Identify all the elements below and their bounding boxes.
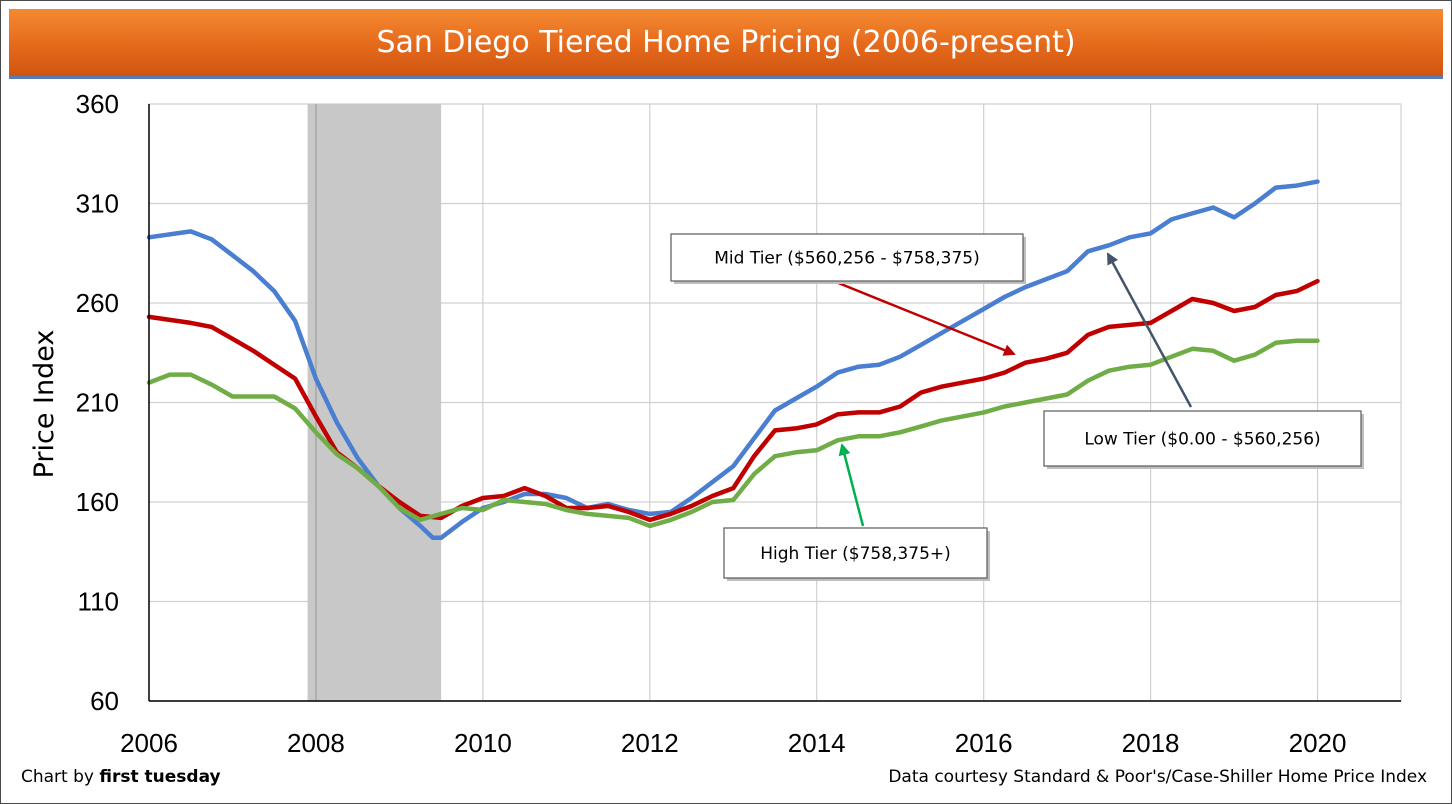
- x-tick-label: 2008: [287, 728, 345, 758]
- series-line-high-tier: [146, 338, 1320, 529]
- footer-credit-prefix: Chart by: [21, 767, 100, 787]
- callout-box-mid-tier: [670, 233, 1024, 282]
- callout-box-high-tier: [723, 527, 988, 579]
- y-tick-label: 260: [76, 288, 119, 318]
- callout-arrow-high-tier: [838, 443, 865, 527]
- y-tick-label: 160: [76, 487, 119, 517]
- recession-band: [307, 104, 442, 701]
- x-tick-label: 2006: [120, 728, 178, 758]
- y-tick-label: 360: [76, 89, 119, 119]
- callout-label-high-tier: High Tier ($758,375+): [760, 544, 951, 564]
- x-tick-label: 2016: [955, 728, 1013, 758]
- x-tick-label: 2010: [454, 728, 512, 758]
- chart-title: San Diego Tiered Home Pricing (2006-pres…: [376, 25, 1076, 60]
- callout-arrow-mid-tier: [835, 280, 1016, 356]
- y-tick-label: 210: [76, 388, 119, 418]
- recession-band-layer: [307, 104, 442, 701]
- y-tick-label: 110: [78, 587, 119, 617]
- y-tick-label: 60: [90, 686, 119, 716]
- footer-source: Data courtesy Standard & Poor's/Case-Shi…: [888, 767, 1427, 787]
- title-banner: San Diego Tiered Home Pricing (2006-pres…: [9, 9, 1443, 79]
- series-lines: [146, 179, 1320, 541]
- x-tick-label: 2018: [1122, 728, 1180, 758]
- footer-credit: Chart by first tuesday: [21, 767, 221, 787]
- y-tick-label: 310: [76, 189, 119, 219]
- x-tick-label: 2012: [621, 728, 679, 758]
- callout-arrow-low-tier: [1106, 252, 1193, 408]
- callout-box-low-tier: [1043, 410, 1362, 467]
- y-axis-label: Price Index: [29, 330, 60, 479]
- callouts: Mid Tier ($560,256 - $758,375) Low Tier (…: [670, 233, 1364, 581]
- callout-label-mid-tier: Mid Tier ($560,256 - $758,375): [714, 249, 979, 269]
- footer-credit-brand: first tuesday: [99, 767, 221, 787]
- x-tick-label: 2020: [1289, 728, 1347, 758]
- tick-labels: 60 110 160 210 260 310 360 2006 2008 2010 2012 2014…: [76, 89, 1347, 758]
- x-tick-label: 2014: [788, 728, 846, 758]
- callout-label-low-tier: Low Tier ($0.00 - $560,256): [1084, 430, 1320, 450]
- axes: [148, 104, 1401, 702]
- series-line-low-tier: [146, 179, 1320, 541]
